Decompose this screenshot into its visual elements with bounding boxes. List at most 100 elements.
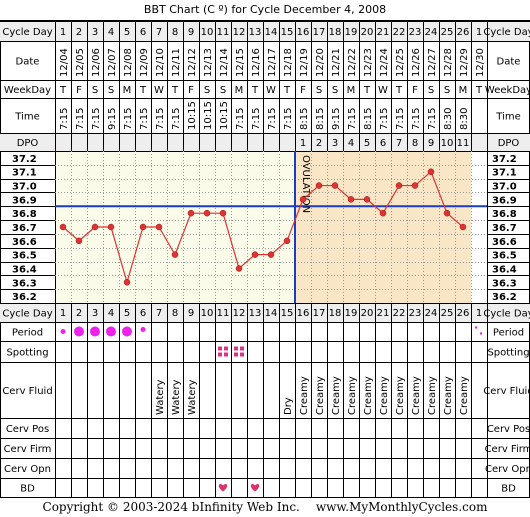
weekday-label: M — [459, 85, 468, 96]
cerv-fluid-label: Creamy — [299, 376, 310, 415]
dpo-label: 10 — [441, 138, 454, 149]
cycle-day-label: 9 — [188, 308, 194, 319]
cycle-day-label: 23 — [409, 27, 422, 38]
weekday-label: M — [235, 85, 244, 96]
dpo-label: 5 — [364, 138, 370, 149]
period-marker — [106, 326, 116, 337]
weekday-label: S — [204, 85, 210, 96]
row-label-right-time: Time — [495, 112, 520, 123]
date-label: 12/06 — [91, 48, 102, 77]
spotting-marker — [240, 352, 244, 357]
time-label: 8:30 — [443, 108, 454, 130]
weekday-label: T — [251, 85, 259, 96]
temperature-point — [395, 182, 403, 189]
cycle-day-label: 2 — [76, 27, 82, 38]
weekday-label: T — [59, 85, 67, 96]
temperature-point — [267, 251, 275, 258]
cerv-fluid-label: Creamy — [363, 376, 374, 415]
dpo-label: 4 — [348, 138, 354, 149]
period-marker — [74, 326, 84, 337]
time-label: 8:15 — [315, 108, 326, 130]
dpo-label: 3 — [332, 138, 338, 149]
weekday-label: W — [266, 85, 276, 96]
weekday-label: S — [316, 85, 322, 96]
date-label: 12/29 — [459, 48, 470, 77]
cycle-day-label: 11 — [217, 27, 230, 38]
cycle-day-label: 18 — [329, 308, 342, 319]
time-label: 7:15 — [235, 108, 246, 130]
cycle-day-label: 13 — [249, 27, 262, 38]
time-label: 9:15 — [107, 108, 118, 130]
period-marker — [140, 327, 146, 332]
cycle-day-label: 18 — [329, 27, 342, 38]
y-tick-right: 36.8 — [492, 209, 517, 220]
row-label-left-cerv_pos: Cerv Pos — [6, 424, 49, 435]
row-label-right-weekday: WeekDay — [485, 85, 530, 96]
date-label: 12/07 — [107, 48, 118, 77]
temperature-point — [283, 237, 291, 245]
period-marker — [90, 326, 100, 337]
period-marker — [122, 326, 132, 337]
cycle-day-label: 12 — [233, 27, 246, 38]
time-label: 7:15 — [283, 108, 294, 130]
spotting-marker — [234, 352, 238, 357]
row-label-right-bd: BD — [501, 484, 516, 495]
cycle-day-label: 5 — [124, 27, 130, 38]
y-tick-left: 37.0 — [12, 182, 37, 193]
y-tick-right: 37.2 — [492, 154, 517, 165]
cycle-day-label: 8 — [172, 308, 178, 319]
y-tick-right: 37.1 — [492, 168, 517, 179]
cycle-day-label: 4 — [108, 27, 114, 38]
luteal-phase-fill — [295, 151, 471, 303]
weekday-label: T — [475, 85, 483, 96]
row-label-right-dpo: DPO — [498, 138, 520, 149]
cerv-fluid-label: Creamy — [347, 376, 358, 415]
weekday-label: F — [76, 85, 82, 96]
row-label-right-cycle_day: Cycle Day — [483, 309, 530, 320]
time-label: 8:30 — [459, 108, 470, 130]
y-tick-left: 36.7 — [12, 223, 37, 234]
temperature-point — [235, 265, 243, 272]
cycle-day-label: 7 — [156, 308, 162, 319]
cycle-day-label: 20 — [361, 27, 374, 38]
y-tick-right: 36.2 — [492, 292, 517, 303]
bd-heart-icon — [250, 484, 260, 492]
spotting-marker — [240, 346, 244, 351]
spotting-marker — [218, 352, 222, 357]
weekday-label: S — [332, 85, 338, 96]
temperature-point — [187, 209, 195, 217]
time-label: 7:15 — [59, 108, 70, 130]
cycle-day-label: 14 — [265, 308, 278, 319]
y-tick-left: 36.5 — [12, 251, 37, 262]
row-label-left-cycle_day: Cycle Day — [2, 309, 52, 320]
temperature-point — [139, 223, 147, 231]
y-tick-right: 36.5 — [492, 251, 517, 262]
dpo-label: 2 — [316, 138, 322, 149]
spotting-marker — [224, 352, 228, 357]
site-link[interactable]: www.MyMonthlyCycles.com — [315, 500, 488, 514]
date-label: 12/22 — [347, 48, 358, 77]
cerv-fluid-label: Creamy — [411, 376, 422, 415]
spotting-marker — [224, 346, 228, 351]
cycle-day-label: 16 — [297, 27, 310, 38]
date-label: 12/17 — [267, 48, 278, 77]
row-label-right-cerv_opn: Cerv Opn — [485, 464, 530, 475]
y-tick-left: 37.1 — [12, 168, 37, 179]
y-tick-left: 36.9 — [12, 195, 37, 206]
temperature-point — [363, 196, 371, 203]
row-label-left-cycle_day: Cycle Day — [2, 27, 52, 38]
weekday-label: S — [444, 85, 450, 96]
y-tick-left: 36.3 — [12, 278, 37, 289]
cycle-day-label: 13 — [249, 308, 262, 319]
y-tick-left: 36.8 — [12, 209, 37, 220]
weekday-label: S — [220, 85, 226, 96]
time-label: 10:15 — [187, 101, 198, 130]
date-label: 12/08 — [123, 48, 134, 77]
cerv-fluid-label: Creamy — [331, 376, 342, 415]
cycle-day-label: 11 — [217, 308, 230, 319]
ovulation-label: OVULATION — [300, 155, 311, 213]
temperature-point — [203, 209, 211, 217]
footer: Copyright © 2003-2024 bInfinity Web Inc.… — [0, 498, 530, 517]
weekday-label: M — [347, 85, 356, 96]
row-label-left-cerv_firm: Cerv Firm — [4, 444, 52, 455]
